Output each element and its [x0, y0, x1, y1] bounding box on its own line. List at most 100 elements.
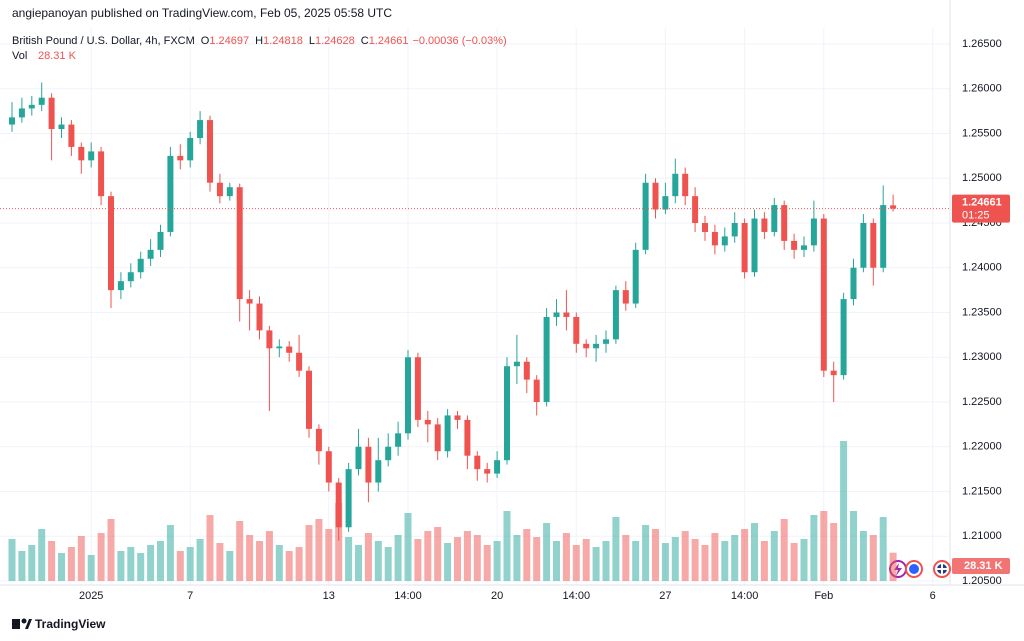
y-tick-label: 1.26500 — [962, 38, 1002, 50]
candle-body — [830, 370, 837, 376]
candle-body — [246, 299, 253, 304]
volume-bar — [711, 533, 719, 581]
y-tick-label: 1.25000 — [962, 172, 1002, 184]
volume-bar — [454, 537, 461, 581]
volume-bar — [364, 533, 372, 581]
y-tick-label: 1.25500 — [962, 127, 1002, 139]
x-tick-label: 27 — [659, 590, 671, 602]
candle-body — [197, 120, 204, 138]
price-tag — [952, 194, 1010, 223]
y-tick-label: 1.20500 — [962, 575, 1002, 587]
y-tick-label: 1.26000 — [962, 83, 1002, 95]
volume-bar — [741, 529, 749, 581]
volume-bar — [592, 547, 600, 581]
candle-body — [286, 346, 293, 353]
volume-bars — [8, 441, 897, 581]
x-tick-label: 14:00 — [394, 590, 422, 602]
volume-bar — [444, 543, 452, 581]
volume-bar — [325, 529, 333, 581]
candle-body — [890, 205, 897, 209]
volume-bar — [483, 545, 491, 581]
volume-bar — [652, 529, 659, 581]
candle-body — [385, 446, 392, 461]
x-tick-label: 20 — [491, 590, 503, 602]
volume-bar — [8, 539, 16, 581]
volume-bar — [800, 539, 808, 581]
volume-bar — [77, 536, 85, 581]
x-tick-label: 14:00 — [731, 590, 759, 602]
candle-body — [68, 124, 75, 147]
volume-bar — [206, 515, 214, 581]
candle-body — [296, 352, 303, 371]
candle-body — [543, 316, 550, 402]
volume-bar — [612, 517, 620, 581]
volume-bar — [414, 539, 422, 581]
ohlc-letter: C — [361, 35, 369, 47]
candle-body — [48, 97, 55, 130]
volume-bar — [285, 551, 293, 581]
volume-bar — [157, 541, 164, 581]
candle-body — [375, 460, 382, 483]
candle-body — [810, 218, 817, 246]
volume-bar — [226, 551, 234, 581]
candle-body — [256, 303, 263, 331]
volume-tag — [952, 558, 1010, 574]
candle-body — [414, 357, 421, 420]
ohlc-letter: H — [255, 35, 263, 47]
candle-body — [662, 196, 669, 210]
candle-body — [711, 231, 718, 246]
candle-body — [405, 357, 411, 434]
volume-bar — [186, 547, 194, 581]
candle-body — [692, 196, 699, 223]
candle-body — [702, 223, 708, 232]
candle-body — [355, 446, 362, 470]
volume-bar — [58, 553, 65, 581]
candle-body — [840, 299, 847, 376]
ohlc-letter: L — [309, 35, 315, 47]
volume-bar — [424, 531, 432, 581]
event-icons — [889, 560, 951, 578]
candle-body — [444, 415, 451, 452]
volume-bar — [196, 539, 204, 581]
volume-bar — [493, 541, 501, 581]
candle-body — [652, 182, 659, 210]
volume-bar — [216, 543, 224, 581]
candle-body — [88, 151, 95, 161]
ohlc-value: 1.24697 — [209, 35, 249, 47]
volume-bar — [67, 547, 75, 581]
footer-logo — [12, 618, 32, 629]
change-value: −0.00036 (−0.03%) — [412, 35, 506, 47]
candle-body — [523, 361, 530, 380]
byline: angiepanoyan published on TradingView.co… — [12, 6, 392, 20]
candle-body — [434, 424, 441, 452]
volume-bar — [661, 543, 669, 581]
candle-body — [850, 267, 857, 300]
candle-body — [177, 155, 184, 161]
volume-bar — [394, 535, 402, 581]
volume-bar — [810, 515, 818, 581]
candle-body — [266, 330, 273, 349]
y-tick-label: 1.23500 — [962, 306, 1002, 318]
candle-body — [791, 240, 798, 250]
candle-body — [612, 290, 619, 340]
y-tick-label: 1.23000 — [962, 351, 1002, 363]
x-tick-label: 2025 — [79, 590, 103, 602]
y-tick-label: 1.21500 — [962, 485, 1002, 497]
candle-body — [345, 469, 352, 528]
candle-body — [365, 446, 372, 483]
ohlc-value: 1.24628 — [315, 35, 355, 47]
volume-bar — [820, 511, 828, 581]
volume-bar — [166, 525, 174, 581]
candle-body — [682, 173, 689, 197]
candle-body — [563, 312, 570, 317]
candle-body — [424, 419, 431, 425]
volume-bar — [671, 537, 679, 581]
candle-body — [583, 343, 590, 349]
volume-bar — [256, 541, 263, 581]
volume-bar — [780, 519, 788, 581]
volume-bar — [117, 551, 125, 581]
volume-bar — [869, 535, 877, 581]
volume-bar — [681, 531, 689, 581]
candle-body — [167, 155, 174, 232]
volume-bar — [404, 513, 412, 581]
